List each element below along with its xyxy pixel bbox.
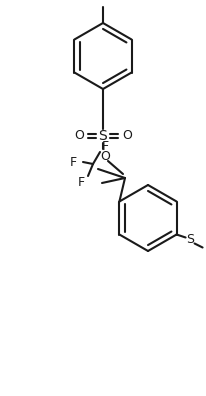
Text: S: S: [186, 233, 194, 246]
Text: O: O: [99, 150, 109, 162]
Text: F: F: [101, 139, 108, 152]
Text: F: F: [69, 156, 76, 169]
Text: S: S: [98, 129, 107, 143]
Text: O: O: [122, 128, 131, 141]
Text: O: O: [74, 128, 83, 141]
Text: F: F: [77, 175, 84, 188]
